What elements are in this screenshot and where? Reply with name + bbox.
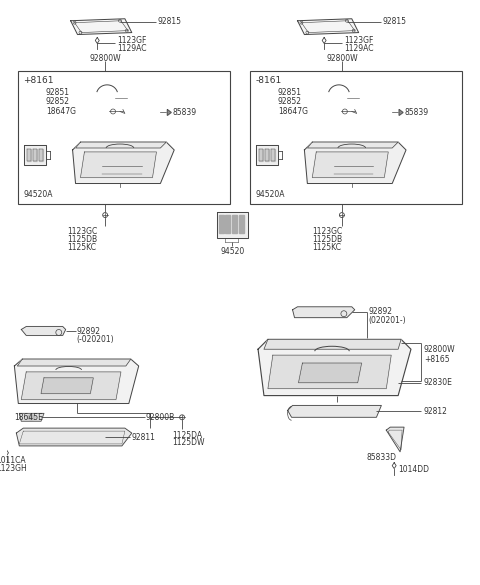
- Text: 1123GH: 1123GH: [0, 464, 27, 473]
- Polygon shape: [75, 142, 166, 148]
- Polygon shape: [14, 359, 139, 404]
- Polygon shape: [72, 142, 174, 184]
- Text: 1125KC: 1125KC: [68, 243, 96, 252]
- Text: 92892: 92892: [76, 327, 100, 336]
- Text: +8161: +8161: [23, 77, 54, 85]
- Polygon shape: [218, 215, 224, 233]
- Text: 92812: 92812: [424, 407, 448, 416]
- Text: 85839: 85839: [404, 108, 428, 117]
- Polygon shape: [17, 359, 131, 366]
- Polygon shape: [258, 339, 411, 395]
- Text: 1125KC: 1125KC: [312, 243, 341, 252]
- Text: 1011CA: 1011CA: [0, 456, 26, 465]
- Polygon shape: [232, 215, 237, 233]
- Text: 92852: 92852: [46, 97, 70, 106]
- Polygon shape: [386, 427, 404, 452]
- Text: 1123GC: 1123GC: [312, 228, 343, 236]
- Text: 92811: 92811: [132, 432, 156, 442]
- Polygon shape: [24, 145, 46, 165]
- Bar: [18, 71, 230, 204]
- Text: (-020201): (-020201): [76, 335, 114, 344]
- Text: 92800W: 92800W: [89, 54, 121, 63]
- Ellipse shape: [27, 415, 35, 420]
- Polygon shape: [256, 145, 278, 165]
- Polygon shape: [21, 372, 121, 400]
- Text: 92800B: 92800B: [145, 413, 175, 422]
- Polygon shape: [71, 19, 132, 35]
- Polygon shape: [21, 326, 66, 335]
- Bar: [250, 71, 462, 204]
- Polygon shape: [298, 19, 359, 35]
- Polygon shape: [226, 215, 230, 233]
- Polygon shape: [299, 363, 361, 383]
- Text: 1123GF: 1123GF: [344, 36, 373, 45]
- Text: 85833D: 85833D: [367, 453, 396, 462]
- Polygon shape: [293, 307, 355, 318]
- Text: 92851: 92851: [278, 88, 302, 97]
- Polygon shape: [271, 149, 275, 161]
- Polygon shape: [216, 212, 248, 238]
- Polygon shape: [307, 142, 398, 148]
- Polygon shape: [268, 355, 391, 388]
- Text: 18647G: 18647G: [46, 107, 76, 116]
- Polygon shape: [39, 149, 43, 161]
- Polygon shape: [16, 428, 132, 446]
- Text: 94520A: 94520A: [255, 190, 285, 199]
- Polygon shape: [27, 149, 31, 161]
- Polygon shape: [288, 405, 381, 417]
- Text: 18647G: 18647G: [278, 107, 308, 116]
- Text: 1123GF: 1123GF: [117, 36, 146, 45]
- Text: 1125DW: 1125DW: [172, 438, 205, 448]
- Text: 92851: 92851: [46, 88, 70, 97]
- Text: (020201-): (020201-): [369, 316, 406, 325]
- Polygon shape: [168, 109, 171, 115]
- Text: 1125DA: 1125DA: [172, 431, 203, 439]
- Polygon shape: [41, 378, 93, 394]
- Text: 94520A: 94520A: [23, 190, 53, 199]
- Polygon shape: [265, 149, 269, 161]
- Text: 94520: 94520: [221, 247, 245, 256]
- Text: 85839: 85839: [172, 108, 196, 117]
- Text: 92830E: 92830E: [424, 378, 453, 387]
- Polygon shape: [399, 109, 403, 115]
- Polygon shape: [312, 152, 388, 178]
- Polygon shape: [19, 414, 44, 421]
- Text: 1129AC: 1129AC: [117, 44, 146, 53]
- Polygon shape: [259, 149, 263, 161]
- Text: 18645E: 18645E: [14, 413, 43, 422]
- Text: 1014DD: 1014DD: [398, 465, 429, 474]
- Text: 92892: 92892: [369, 307, 393, 316]
- Text: 92800W: 92800W: [326, 54, 358, 63]
- Polygon shape: [304, 142, 406, 184]
- Text: 92852: 92852: [278, 97, 302, 106]
- Text: 92815: 92815: [157, 17, 181, 26]
- Text: 1129AC: 1129AC: [344, 44, 373, 53]
- Text: 92800W: 92800W: [424, 345, 456, 354]
- Text: 1125DB: 1125DB: [312, 235, 342, 244]
- Text: -8161: -8161: [255, 77, 281, 85]
- Polygon shape: [264, 339, 401, 349]
- Polygon shape: [33, 149, 37, 161]
- Text: +8165: +8165: [424, 355, 449, 364]
- Text: 1125DB: 1125DB: [68, 235, 98, 244]
- Text: 92815: 92815: [383, 17, 407, 26]
- Polygon shape: [81, 152, 156, 178]
- Text: 1123GC: 1123GC: [68, 228, 98, 236]
- Polygon shape: [240, 215, 244, 233]
